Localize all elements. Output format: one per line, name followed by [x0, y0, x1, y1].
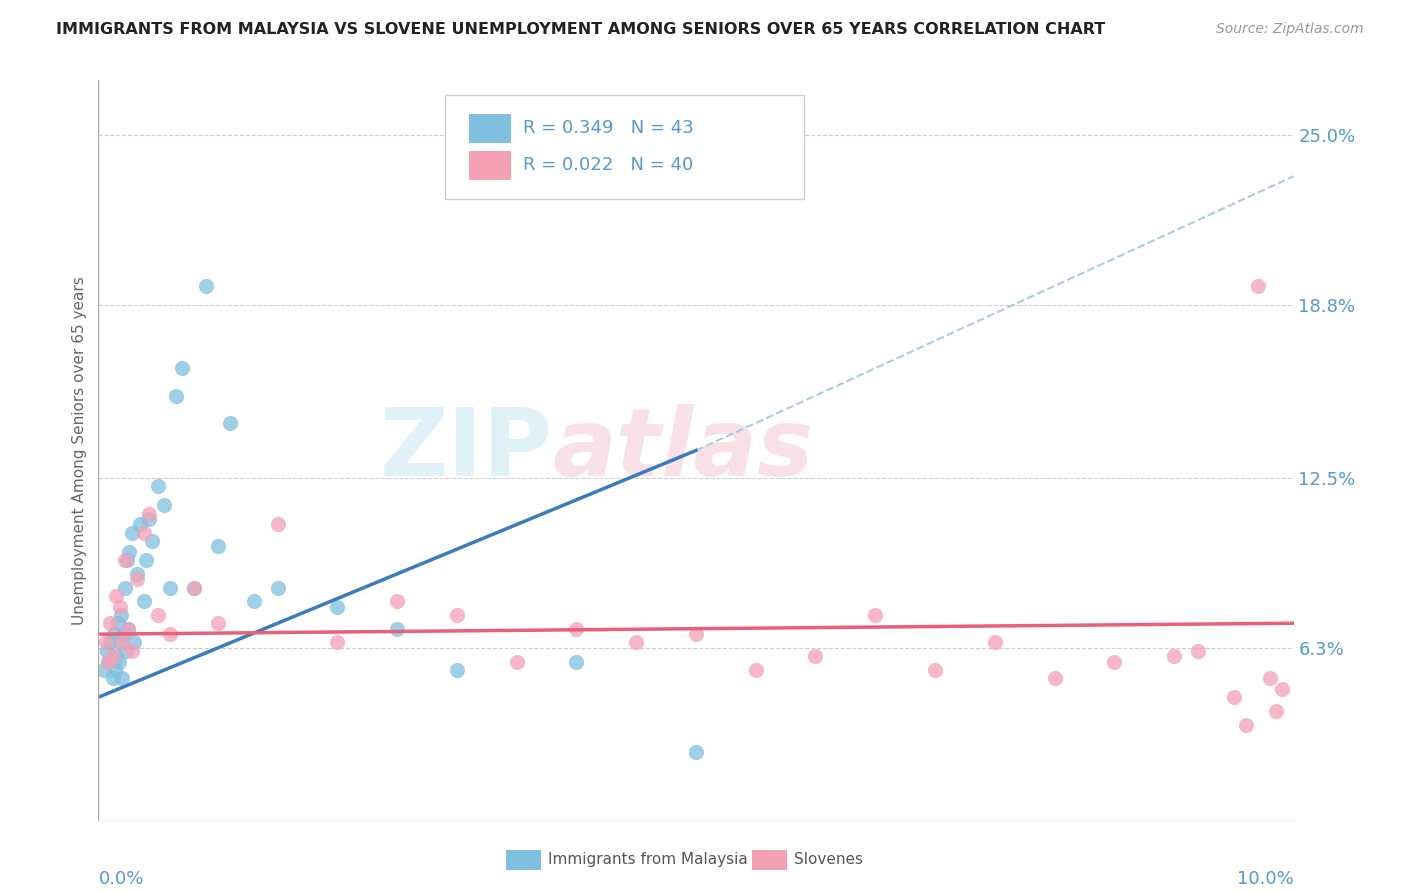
Point [97, 655, 120, 669]
Text: R = 0.022   N = 40: R = 0.022 N = 40 [523, 156, 693, 175]
Point [506, 655, 529, 669]
Point [107, 616, 129, 631]
Point [172, 361, 194, 376]
Point [111, 635, 134, 649]
Point [1163, 649, 1185, 664]
Point [326, 599, 349, 614]
Point [121, 525, 143, 540]
Point [98, 616, 122, 631]
Point [219, 416, 242, 430]
Point [115, 553, 138, 567]
Point [114, 581, 136, 595]
Point [132, 594, 155, 608]
Point [1187, 643, 1209, 657]
Point [267, 581, 290, 595]
Point [207, 540, 229, 554]
Point [165, 389, 187, 403]
FancyBboxPatch shape [446, 95, 804, 199]
Point [121, 643, 143, 657]
Text: Immigrants from Malaysia: Immigrants from Malaysia [548, 853, 748, 867]
Point [446, 607, 468, 622]
Point [183, 581, 205, 595]
Point [745, 663, 768, 677]
Point [94, 635, 117, 649]
Point [326, 635, 349, 649]
Point [101, 671, 124, 685]
Point [148, 479, 170, 493]
Point [108, 635, 131, 649]
Point [148, 607, 170, 622]
Point [135, 553, 157, 567]
Point [118, 545, 141, 559]
Point [114, 553, 136, 567]
Point [98, 635, 122, 649]
Point [685, 627, 707, 641]
Point [104, 663, 127, 677]
Point [132, 525, 155, 540]
Point [685, 745, 707, 759]
Point [924, 663, 946, 677]
Point [385, 594, 409, 608]
FancyBboxPatch shape [470, 151, 510, 180]
FancyBboxPatch shape [470, 113, 510, 144]
Point [105, 589, 128, 603]
Point [101, 649, 124, 664]
Point [1043, 671, 1066, 685]
Point [446, 663, 468, 677]
Text: atlas: atlas [553, 404, 814, 497]
Text: 0.0%: 0.0% [98, 870, 143, 888]
Point [984, 635, 1007, 649]
Point [1234, 717, 1257, 731]
Point [1223, 690, 1246, 705]
Point [183, 581, 205, 595]
Point [97, 655, 120, 669]
Point [626, 635, 648, 649]
Point [93, 663, 115, 677]
Point [159, 581, 181, 595]
Point [207, 616, 229, 631]
Point [195, 279, 218, 293]
Point [141, 533, 163, 548]
Point [108, 599, 131, 614]
Point [865, 607, 887, 622]
Point [124, 635, 146, 649]
Point [1271, 681, 1294, 696]
Point [1264, 704, 1286, 718]
Point [125, 572, 148, 586]
Point [125, 566, 148, 581]
Point [112, 627, 135, 641]
Point [1247, 279, 1270, 293]
Point [138, 507, 160, 521]
Point [115, 643, 138, 657]
Point [107, 655, 129, 669]
Point [385, 622, 409, 636]
Point [565, 622, 588, 636]
Text: 10.0%: 10.0% [1237, 870, 1294, 888]
Text: ZIP: ZIP [380, 404, 553, 497]
Y-axis label: Unemployment Among Seniors over 65 years: Unemployment Among Seniors over 65 years [72, 277, 87, 624]
Text: IMMIGRANTS FROM MALAYSIA VS SLOVENE UNEMPLOYMENT AMONG SENIORS OVER 65 YEARS COR: IMMIGRANTS FROM MALAYSIA VS SLOVENE UNEM… [56, 22, 1105, 37]
Text: Slovenes: Slovenes [794, 853, 863, 867]
Point [96, 643, 118, 657]
Point [159, 627, 181, 641]
Point [117, 622, 139, 636]
Point [565, 655, 588, 669]
Point [103, 627, 125, 641]
Point [111, 671, 134, 685]
Point [153, 498, 176, 512]
Point [1104, 655, 1126, 669]
Point [110, 607, 132, 622]
Point [1258, 671, 1281, 685]
Text: Source: ZipAtlas.com: Source: ZipAtlas.com [1216, 22, 1364, 37]
Point [243, 594, 266, 608]
Point [267, 517, 290, 532]
Point [105, 649, 128, 664]
Point [129, 517, 152, 532]
Point [138, 512, 160, 526]
Text: R = 0.349   N = 43: R = 0.349 N = 43 [523, 120, 693, 137]
Point [804, 649, 827, 664]
Point [117, 622, 139, 636]
